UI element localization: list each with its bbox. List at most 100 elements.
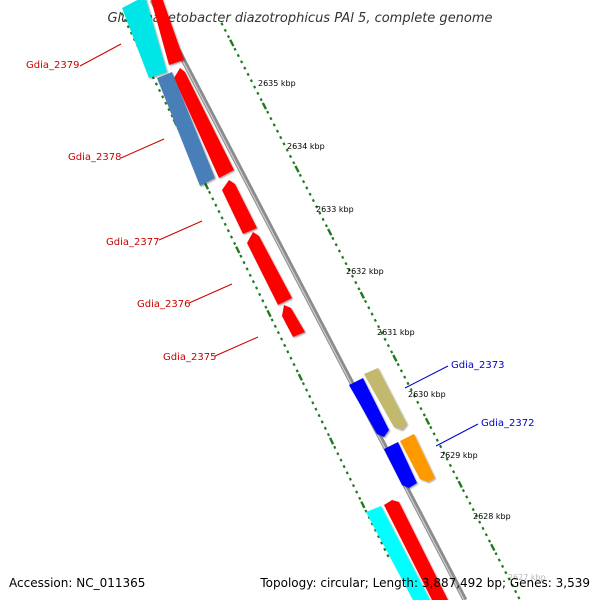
minor-tick [370, 522, 374, 526]
gene-leader-line [404, 365, 449, 389]
outer-tick-ring [220, 22, 521, 600]
gene-label-gdia-2375[interactable]: Gdia_2375 [163, 352, 216, 363]
minor-tick [465, 495, 469, 499]
minor-tick [373, 318, 377, 323]
feature-cyan-bottom[interactable] [366, 506, 430, 600]
minor-tick [380, 541, 384, 545]
minor-tick [226, 34, 231, 39]
minor-tick [455, 476, 459, 480]
minor-tick [154, 82, 158, 86]
minor-tick [242, 260, 246, 265]
minor-tick [214, 203, 218, 207]
minor-tick [229, 235, 234, 239]
minor-tick [129, 31, 133, 35]
feature-red-bottom[interactable] [384, 500, 448, 600]
minor-tick [223, 28, 227, 33]
minor-tick [282, 142, 286, 146]
minor-tick [471, 507, 475, 512]
minor-tick [507, 577, 511, 581]
minor-tick [448, 463, 452, 468]
minor-tick [452, 470, 456, 474]
feature-blue-2373[interactable] [349, 378, 389, 437]
major-tick [327, 228, 333, 236]
feature-red-top[interactable] [150, 0, 184, 65]
minor-tick [377, 535, 381, 539]
major-tick [297, 373, 303, 381]
feature-orange-2372[interactable] [400, 434, 435, 482]
feature-red-2376[interactable] [247, 232, 292, 305]
minor-tick [301, 382, 305, 386]
major-tick [392, 354, 398, 362]
gene-label-gdia-2378[interactable]: Gdia_2378 [68, 152, 121, 163]
minor-tick [123, 18, 127, 22]
minor-tick [370, 312, 374, 316]
gene-label-gdia-2372[interactable]: Gdia_2372 [481, 418, 534, 429]
minor-tick [497, 558, 501, 562]
minor-tick [445, 457, 449, 461]
minor-tick [233, 241, 237, 246]
minor-tick [311, 401, 315, 405]
minor-tick [158, 88, 162, 93]
major-tick [261, 102, 268, 110]
minor-tick [305, 186, 309, 190]
gene-label-gdia-2373[interactable]: Gdia_2373 [451, 360, 504, 371]
gene-labels: Gdia_2379 Gdia_2378 Gdia_2377 Gdia_2376 … [26, 43, 534, 447]
minor-tick [461, 488, 465, 493]
minor-tick [126, 25, 130, 29]
minor-tick [416, 400, 420, 404]
minor-tick [295, 369, 299, 373]
feature-track [122, 0, 448, 600]
minor-tick [355, 490, 359, 494]
minor-tick [318, 211, 322, 215]
minor-tick [406, 381, 410, 386]
major-tick [235, 246, 241, 254]
minor-tick [167, 107, 171, 112]
minor-tick [358, 496, 362, 501]
minor-tick [264, 305, 268, 309]
minor-tick [380, 331, 384, 335]
minor-tick [255, 286, 259, 290]
minor-tick [504, 570, 508, 575]
minor-tick [292, 161, 296, 165]
minor-tick [487, 539, 492, 543]
minor-tick [273, 324, 277, 328]
minor-tick [272, 123, 276, 127]
minor-tick [289, 356, 293, 360]
major-tick [360, 501, 366, 509]
minor-tick [151, 76, 155, 80]
minor-tick [280, 337, 284, 341]
minor-tick [468, 501, 472, 505]
gene-label-gdia-2379[interactable]: Gdia_2379 [26, 60, 79, 71]
minor-tick [336, 452, 340, 456]
gene-leader-line [435, 423, 479, 447]
minor-tick [373, 528, 377, 532]
minor-tick [321, 217, 325, 222]
gene-label-gdia-2377[interactable]: Gdia_2377 [106, 237, 159, 248]
minor-tick [386, 343, 390, 348]
minor-tick [383, 547, 387, 552]
feature-red-2379[interactable] [174, 68, 234, 178]
feature-blue-2372[interactable] [384, 442, 417, 488]
minor-tick [164, 101, 168, 105]
major-tick [266, 309, 272, 318]
minor-tick [120, 12, 124, 16]
feature-red-2377[interactable] [222, 180, 257, 234]
minor-tick [501, 564, 505, 569]
gene-label-gdia-2376[interactable]: Gdia_2376 [137, 299, 190, 310]
minor-tick [270, 318, 274, 322]
minor-tick [266, 110, 270, 114]
minor-tick [275, 129, 280, 133]
minor-tick [345, 471, 349, 475]
minor-tick [208, 190, 212, 195]
feature-cyan-top[interactable] [122, 0, 167, 78]
minor-tick [233, 47, 237, 51]
feature-steelblue-2378[interactable] [157, 72, 215, 186]
accession-text: Accession: NC_011365 [9, 576, 145, 590]
gene-leader-line [158, 220, 203, 241]
minor-tick [326, 433, 330, 437]
feature-red-2375[interactable] [282, 305, 305, 337]
minor-tick [240, 60, 244, 64]
feature-khaki-2373[interactable] [364, 368, 407, 430]
minor-tick [331, 236, 335, 241]
major-tick [294, 165, 300, 173]
